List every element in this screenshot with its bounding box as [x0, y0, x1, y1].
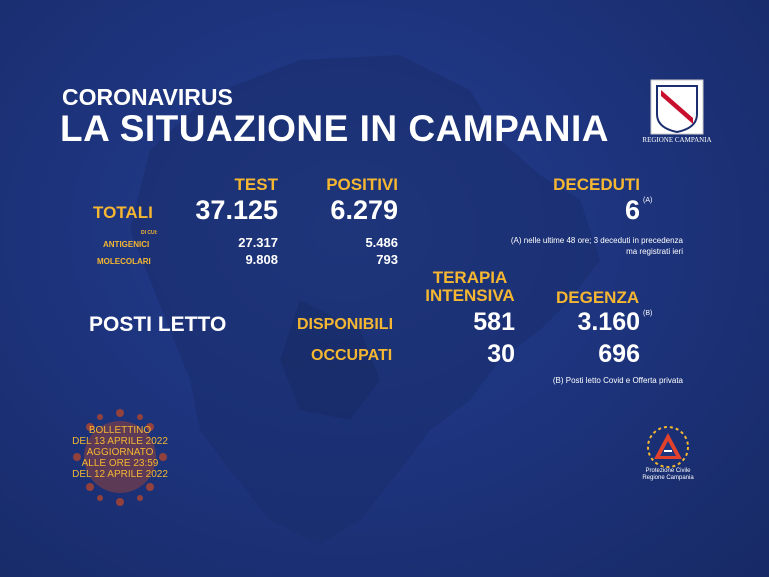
totali-test-value: 37.125 — [195, 195, 278, 225]
di-cui-label: DI CUI: — [141, 230, 158, 236]
virus-icon — [73, 409, 167, 506]
degenza-note-mark: (B) — [643, 310, 653, 317]
col-degenza-header: DEGENZA — [556, 288, 640, 307]
totali-positivi-value: 6.279 — [330, 195, 398, 225]
protezione-civile-emblem-icon — [647, 426, 689, 468]
occupati-label: OCCUPATI — [311, 347, 393, 364]
protezione-civile-text: Protezione Civile Regione Campania — [638, 468, 698, 482]
disponibili-ti-value: 581 — [473, 308, 515, 336]
bulletin-line2: DEL 13 APRILE 2022 — [72, 436, 168, 447]
antigenici-test-value: 27.317 — [238, 235, 278, 250]
posti-letto-label: POSTI LETTO — [89, 313, 227, 336]
protezione-civile-line2: Regione Campania — [642, 475, 694, 481]
col-terapia-intensiva-header: TERAPIA INTENSIVA — [415, 269, 525, 305]
bulletin-line3: AGGIORNATO — [86, 447, 154, 458]
degenza-footnote: (B) Posti letto Covid e Offerta privata — [552, 376, 683, 385]
page-title: LA SITUAZIONE IN CAMPANIA — [60, 108, 609, 149]
regione-campania-logo: REGIONE CAMPANIA — [637, 78, 717, 150]
col-ti-line2: INTENSIVA — [425, 286, 515, 305]
deceduti-value: 6 — [624, 195, 640, 225]
disponibili-label: DISPONIBILI — [297, 316, 394, 333]
header-kicker: CORONAVIRUS — [62, 84, 233, 110]
disponibili-degenza-value: 3.160 — [577, 308, 640, 336]
regione-logo-text: REGIONE CAMPANIA — [642, 136, 712, 144]
deceduti-note-mark: (A) — [643, 197, 653, 204]
col-positivi-header: POSITIVI — [326, 175, 398, 194]
bulletin-line5: DEL 12 APRILE 2022 — [72, 469, 168, 480]
protezione-civile-logo: Protezione Civile Regione Campania — [638, 425, 698, 487]
protezione-civile-line1: Protezione Civile — [645, 468, 691, 474]
col-test-header: TEST — [234, 175, 278, 194]
antigenici-label: ANTIGENICI — [103, 240, 150, 249]
deceduti-footnote-line1: (A) nelle ultime 48 ore; 3 deceduti in p… — [510, 236, 683, 245]
bulletin-text: BOLLETTINO DEL 13 APRILE 2022 AGGIORNATO… — [60, 425, 180, 480]
molecolari-test-value: 9.808 — [245, 252, 278, 267]
deceduti-footnote-line2: ma registrati ieri — [626, 247, 683, 256]
antigenici-positivi-value: 5.486 — [365, 235, 398, 250]
occupati-ti-value: 30 — [487, 340, 515, 368]
bulletin-line4: ALLE ORE 23:59 — [81, 458, 159, 469]
molecolari-label: MOLECOLARI — [97, 257, 151, 266]
totali-label: TOTALI — [93, 203, 153, 222]
bulletin-line1: BOLLETTINO — [88, 425, 152, 436]
col-ti-line1: TERAPIA — [432, 268, 508, 287]
occupati-degenza-value: 696 — [598, 340, 640, 368]
campania-coat-of-arms-icon — [650, 79, 704, 135]
molecolari-positivi-value: 793 — [376, 252, 398, 267]
col-deceduti-header: DECEDUTI — [553, 175, 640, 194]
